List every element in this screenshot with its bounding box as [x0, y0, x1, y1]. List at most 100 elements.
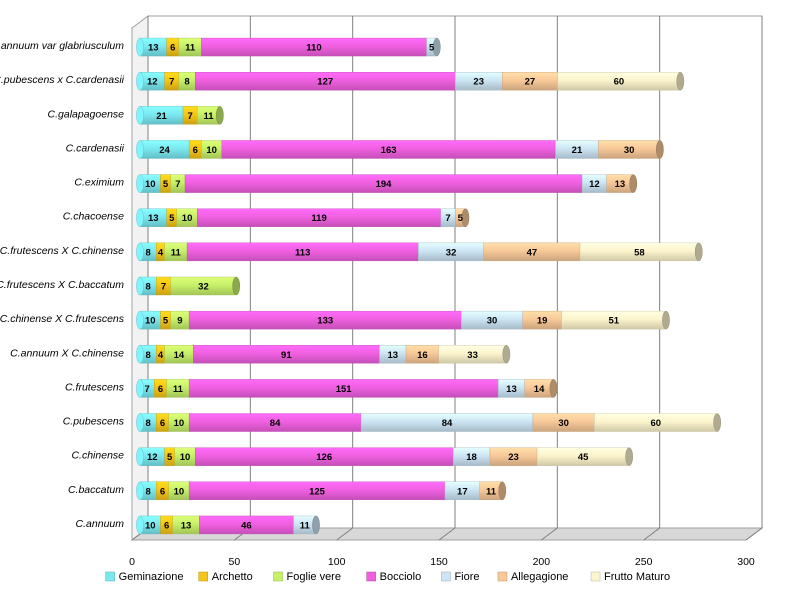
bar-value-label: 8: [146, 282, 151, 293]
x-tick-label: 250: [635, 556, 653, 568]
legend-item: Foglie vere: [273, 571, 341, 583]
legend-label: Fiore: [454, 571, 479, 583]
bar-segment: [579, 242, 703, 262]
legend-swatch: [105, 571, 115, 582]
bar-start-cap: [136, 208, 144, 227]
bar-value-label: 8: [146, 418, 151, 429]
x-tick-label: 150: [430, 556, 448, 568]
bar-value-label: 119: [311, 213, 326, 224]
bar-value-label: 9: [177, 316, 182, 327]
bar-start-cap: [136, 345, 144, 364]
bar-segment: [438, 345, 511, 364]
bar-value-label: 10: [180, 452, 191, 463]
bar-value-label: 30: [624, 145, 635, 156]
category-label: C.annuum var glabriusculum: [0, 40, 124, 52]
bar-value-label: 13: [148, 213, 159, 224]
bar-value-label: 5: [167, 452, 173, 463]
gridline-floor: [336, 527, 353, 541]
bar-value-label: 10: [174, 486, 185, 497]
bar-value-label: 19: [537, 316, 548, 327]
bar-value-label: 14: [534, 384, 545, 395]
bar-start-cap: [136, 106, 144, 125]
bar-value-label: 5: [163, 316, 169, 327]
legend-label: Foglie vere: [287, 571, 341, 583]
bar-value-label: 11: [204, 111, 215, 122]
x-tick-label: 100: [328, 556, 346, 568]
bar-value-label: 11: [185, 43, 196, 54]
legend-item: Bocciolo: [366, 571, 422, 583]
bar-segment: [170, 276, 241, 296]
bar-value-label: 46: [241, 520, 252, 531]
bar-value-label: 11: [486, 486, 497, 497]
legend-label: Archetto: [212, 571, 253, 583]
bar-segment: [594, 413, 722, 432]
bar-value-label: 45: [578, 452, 589, 463]
x-tick-label: 200: [533, 556, 551, 568]
bar-start-cap: [136, 140, 144, 159]
bar-value-label: 13: [148, 43, 159, 54]
bar-start-cap: [136, 379, 144, 398]
legend-swatch: [497, 571, 508, 582]
bar-value-label: 8: [146, 350, 151, 361]
legend-label: Geminazione: [119, 571, 184, 583]
bar-value-label: 21: [572, 145, 583, 156]
bar-segment: [293, 515, 320, 535]
bar-value-label: 7: [445, 213, 450, 224]
bar-value-label: 33: [467, 350, 478, 361]
bar-value-label: 113: [295, 247, 310, 258]
category-label: C.eximium: [74, 177, 124, 189]
bar-segment: [479, 481, 507, 501]
bar-start-cap: [136, 174, 144, 193]
legend-swatch: [198, 571, 208, 582]
bar-value-label: 17: [457, 486, 468, 497]
bar-segment: [606, 174, 638, 193]
legend-swatch: [366, 571, 376, 582]
bar-segment: [426, 37, 441, 57]
bar-value-label: 10: [145, 179, 156, 190]
bar-value-label: 30: [558, 418, 569, 429]
category-label: C.baccatum: [68, 484, 124, 496]
bar-value-label: 30: [487, 316, 498, 327]
legend-label: Frutto Maturo: [604, 571, 670, 583]
gridline-floor: [745, 527, 763, 541]
bar-value-label: 51: [609, 316, 620, 327]
category-label: C.chinense X C.frutescens: [0, 313, 125, 325]
bar-value-label: 32: [446, 247, 457, 258]
bar-value-label: 110: [306, 43, 321, 54]
bar-segment: [598, 140, 664, 159]
bar-value-label: 13: [387, 350, 398, 361]
bar-value-label: 32: [198, 282, 209, 293]
bar-value-label: 7: [187, 111, 192, 122]
bar-start-cap: [136, 71, 144, 91]
bar-value-label: 4: [158, 247, 164, 258]
bar-value-label: 6: [164, 520, 169, 531]
bar-segment: [454, 208, 470, 227]
bar-value-label: 6: [160, 486, 165, 497]
bar-value-label: 7: [161, 282, 166, 293]
bar-value-label: 6: [160, 418, 165, 429]
legend-swatch: [590, 571, 601, 582]
bar-value-label: 10: [145, 520, 156, 531]
bar-segment: [557, 71, 685, 91]
category-label: C.annuum X C.chinense: [10, 347, 124, 359]
bar-start-cap: [136, 481, 144, 500]
bar-value-label: 8: [184, 77, 189, 88]
bar-start-cap: [136, 37, 144, 57]
bar-value-label: 23: [473, 77, 484, 88]
bar-value-label: 11: [300, 520, 311, 531]
category-label: C.cardenasii: [66, 142, 125, 154]
x-tick-label: 0: [129, 556, 135, 568]
bar-value-label: 5: [163, 179, 169, 190]
legend-item: Geminazione: [105, 571, 184, 583]
bar-value-label: 5: [458, 213, 464, 224]
bar-value-label: 163: [381, 145, 397, 156]
category-label: C.frutescens X C.baccatum: [0, 279, 124, 291]
bar-value-label: 126: [316, 452, 332, 463]
legend-label: Bocciolo: [380, 571, 422, 583]
bar-value-label: 127: [317, 77, 333, 88]
bar-value-label: 11: [171, 247, 182, 258]
legend-item: Frutto Maturo: [590, 571, 670, 583]
bar-value-label: 47: [527, 247, 538, 258]
bar-value-label: 13: [615, 179, 626, 190]
